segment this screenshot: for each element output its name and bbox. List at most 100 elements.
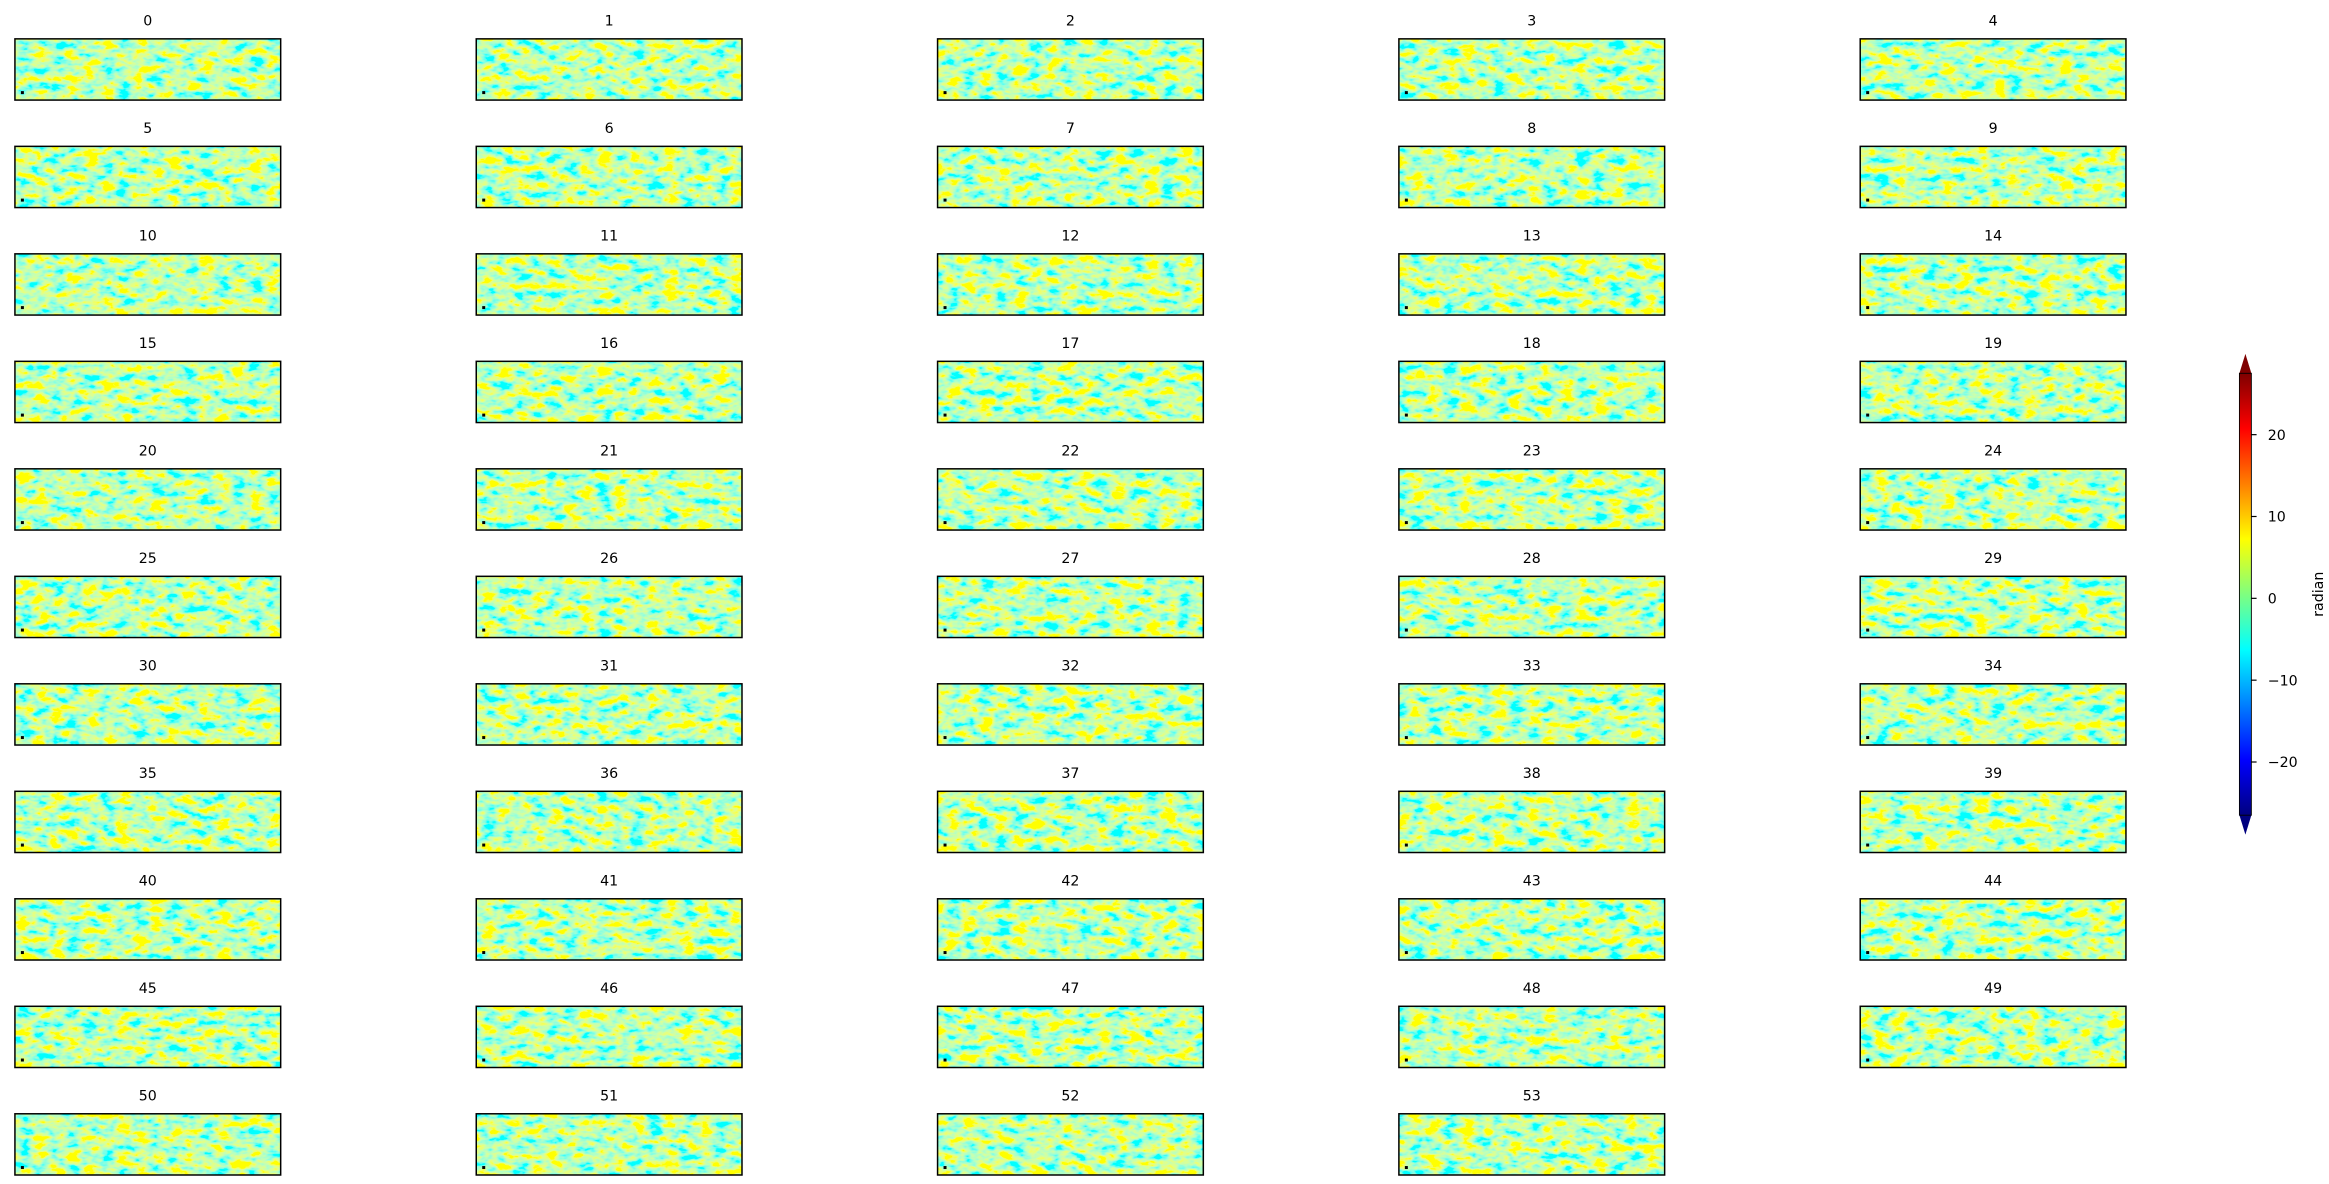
panel-frame [475,898,743,961]
panel-image [937,253,1204,316]
panel-image [1860,146,2126,208]
panel-marker [1866,198,1870,202]
panel-image [1398,146,1665,208]
panel-image [937,576,1204,638]
panel-frame [14,575,282,639]
panel-title: 13 [1523,228,1541,244]
colorbar-extend-bottom [2239,815,2252,835]
panel-marker [943,1166,947,1170]
panel-image [937,791,1204,853]
panel-marker [1866,413,1870,417]
panel-frame [1859,575,2127,639]
panel-frame [1859,1005,2127,1069]
panel-image [1398,361,1665,423]
panel-title: 20 [139,443,157,459]
colorbar-frame [2238,372,2252,816]
panel-image [14,361,281,423]
panel-title: 29 [1984,551,2002,567]
panel-title: 22 [1061,443,1079,459]
panel-image [1398,253,1665,316]
panel-frame [936,683,1205,746]
panel-title: 21 [600,443,618,459]
panel-marker [943,1058,947,1062]
panel-marker [1866,843,1870,847]
panel-title: 5 [143,121,152,137]
panel-image [937,146,1204,208]
panel-marker [943,628,947,632]
panel-title: 46 [600,981,618,997]
panel-frame [936,468,1205,531]
panel-title: 31 [600,658,618,674]
panel-image [1860,791,2126,853]
panel-image [937,683,1204,746]
panel-frame [475,253,743,316]
panel-image [476,576,742,638]
panel-marker [1404,198,1408,202]
panel-image [937,361,1204,423]
panel-frame [1398,38,1666,101]
panel-image [937,1006,1204,1068]
panel-marker [1404,951,1408,955]
panel-title: 50 [139,1088,157,1104]
panel-title: 3 [1527,13,1536,29]
panel-frame [14,360,282,424]
panel-frame [14,1113,282,1176]
panel-frame [475,790,743,854]
panel-frame [936,38,1205,101]
panel-title: 42 [1061,873,1079,889]
panel-marker [20,413,24,417]
panel-marker [1404,1058,1408,1062]
panel-image [1398,791,1665,853]
panel-marker [943,521,947,525]
panel-title: 53 [1523,1088,1541,1104]
panel-image [1860,253,2126,316]
panel-image [14,1006,281,1068]
panel-image [1860,683,2126,746]
panel-frame [1398,898,1666,961]
panel-marker [943,843,947,847]
panel-title: 52 [1061,1088,1079,1104]
panel-frame [1398,1005,1666,1069]
panel-frame [1859,790,2127,854]
colorbar-tick-label: 10 [2268,510,2286,526]
panel-image [937,468,1204,531]
panel-title: 33 [1523,658,1541,674]
panel-title: 6 [605,121,614,137]
panel-marker [482,736,486,740]
panel-marker [482,91,486,95]
panel-title: 49 [1984,981,2002,997]
panel-marker [1404,91,1408,95]
panel-frame [14,38,282,101]
panel-image [14,1113,281,1175]
panel-marker [1866,1058,1870,1062]
colorbar-tick-label: −10 [2268,673,2298,689]
panel-frame [475,575,743,639]
panel-frame [936,1005,1205,1069]
panel-image [14,898,281,961]
panel-title: 8 [1527,121,1536,137]
panel-image [1860,361,2126,423]
panel-marker [482,1058,486,1062]
panel-frame [1398,468,1666,531]
panel-image [1398,576,1665,638]
panel-image [14,576,281,638]
panel-title: 1 [605,13,614,29]
panel-image [1398,1006,1665,1068]
panel-marker [1404,843,1408,847]
panel-title: 23 [1523,443,1541,459]
panel-marker [482,198,486,202]
panel-image [1398,468,1665,531]
panel-title: 34 [1984,658,2002,674]
panel-title: 38 [1523,766,1541,782]
panel-frame [475,1113,743,1176]
colorbar [2239,373,2252,816]
panel-image [476,146,742,208]
panel-marker [482,843,486,847]
panel-title: 16 [600,336,618,352]
panel-image [14,791,281,853]
panel-frame [475,468,743,531]
panel-frame [14,790,282,854]
panel-marker [1866,951,1870,955]
panel-marker [1866,628,1870,632]
